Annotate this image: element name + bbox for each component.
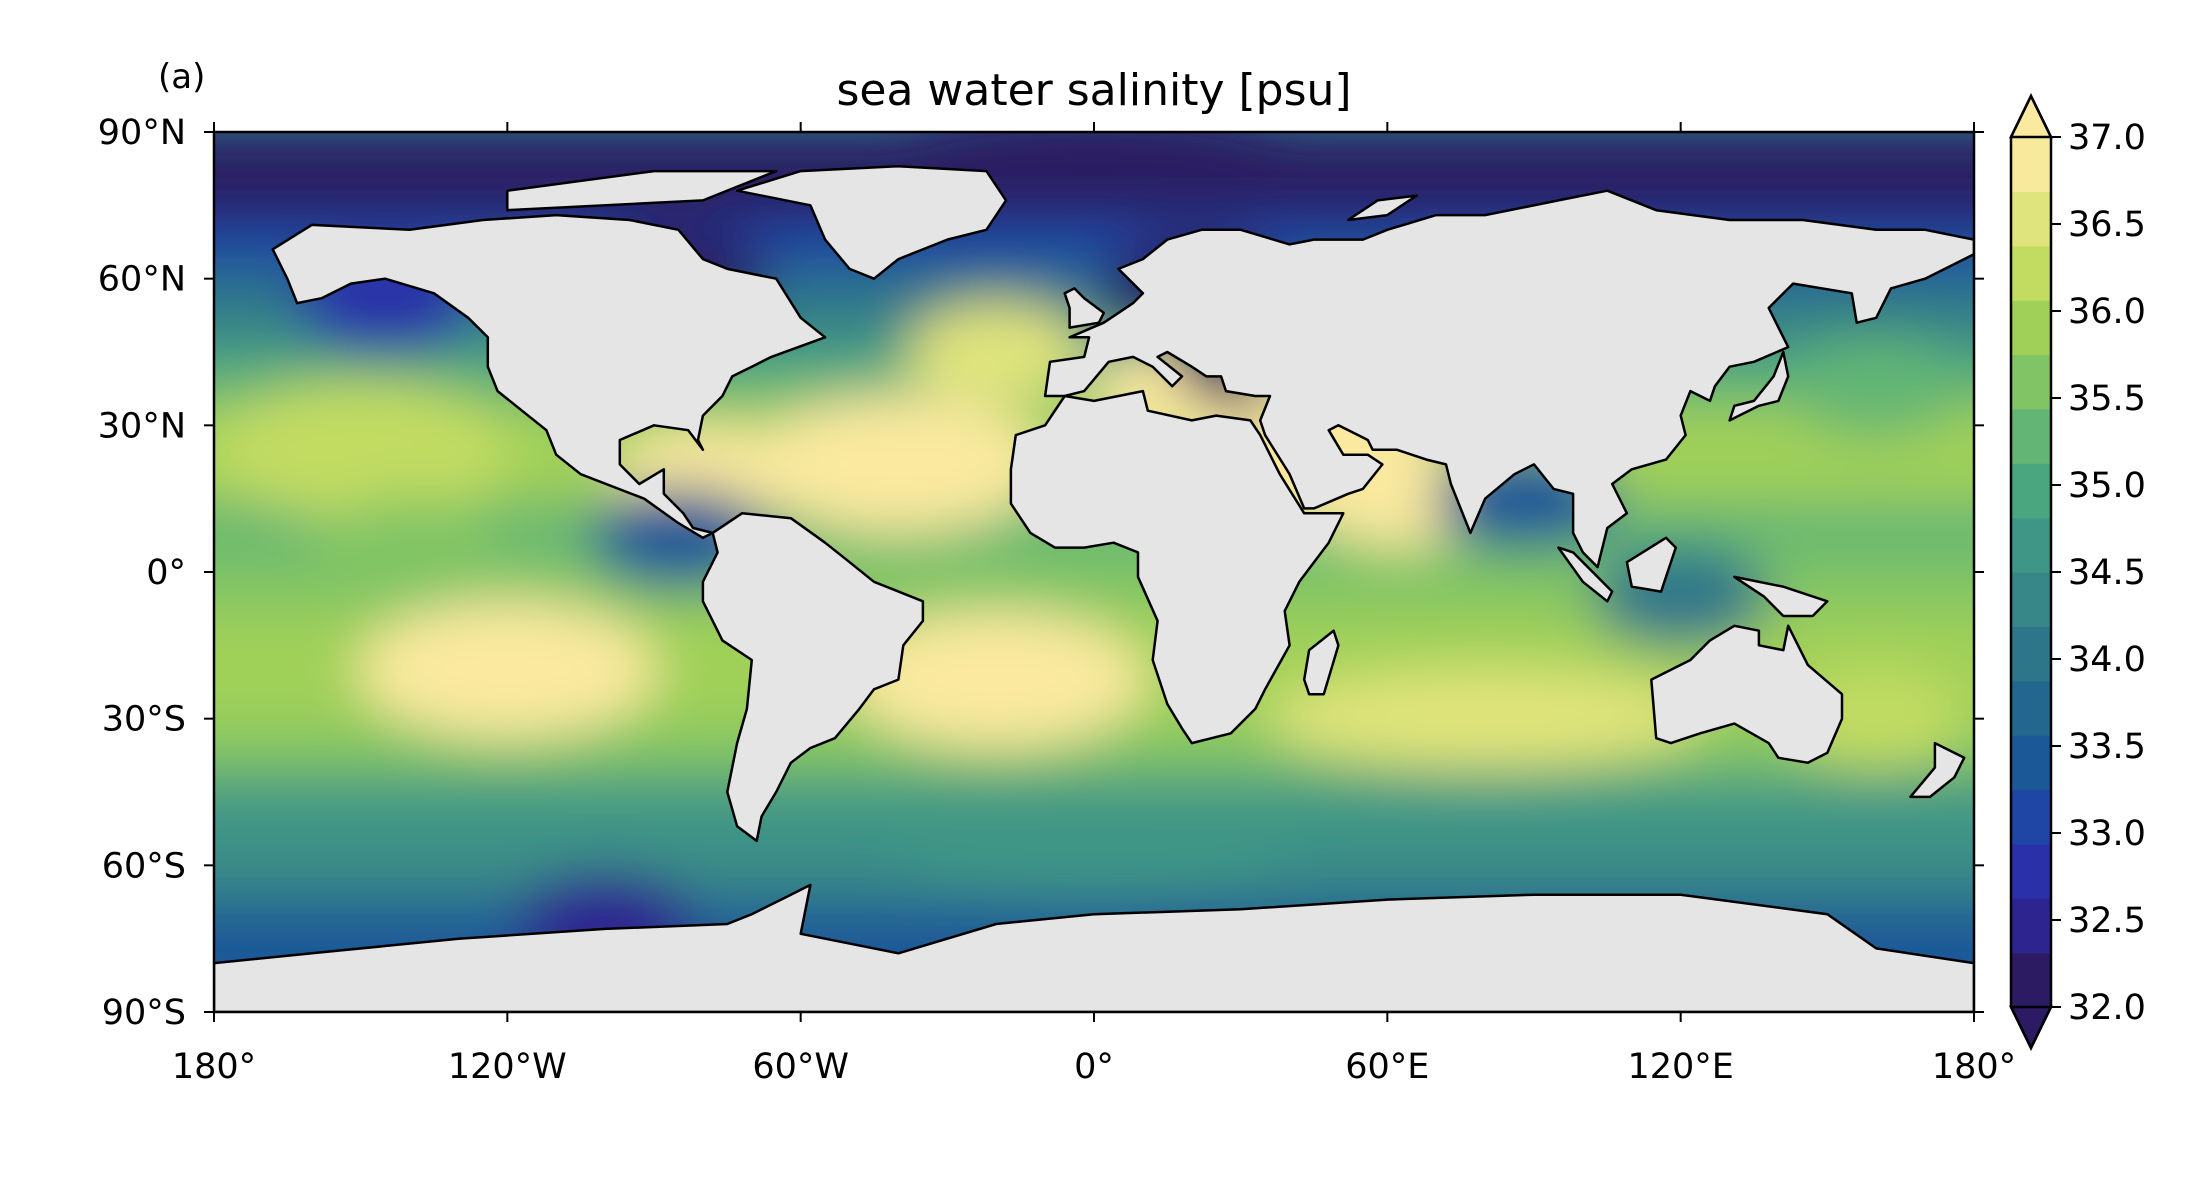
longitude-tick-label: 180° — [1932, 1047, 2016, 1087]
land-mask — [214, 164, 1974, 1012]
land-eurasia — [1043, 189, 1974, 569]
latitude-tick-label: 0° — [146, 553, 186, 593]
longitude-tick-label: 120°W — [448, 1047, 567, 1087]
land-africa — [1009, 389, 1345, 745]
colorbar-segment — [2011, 952, 2051, 1008]
colorbar-under-extension — [2008, 1005, 2054, 1051]
land-new-zealand — [1909, 741, 1966, 799]
colorbar-segment — [2011, 354, 2051, 410]
colorbar-tick-label: 36.0 — [2068, 292, 2146, 332]
colorbar-segment — [2011, 517, 2051, 573]
longitude-tick-label: 180° — [172, 1047, 256, 1087]
latitude-tick-label: 30°N — [98, 406, 186, 446]
land-japan — [1728, 350, 1790, 422]
land-south-america — [701, 512, 925, 843]
longitude-tick-label: 120°E — [1627, 1047, 1733, 1087]
salinity-region — [874, 790, 1314, 891]
colorbar-segments — [2011, 137, 2051, 1008]
colorbar-segment — [2011, 191, 2051, 247]
land-arctic-islands — [506, 169, 778, 212]
colorbar-over-extension — [2008, 93, 2054, 139]
colorbar-segment — [2011, 408, 2051, 464]
map-title: sea water salinity [psu] — [836, 65, 1351, 116]
map-panel: 180° 120°W 60°W 0° 60°E 120°E 180° 90°N 60°N 30°… — [98, 113, 2016, 1087]
colorbar-tick-label: 33.5 — [2068, 727, 2146, 767]
salinity-region — [748, 394, 1049, 535]
land-australia — [1650, 624, 1844, 764]
latitude-tick-label: 90°S — [102, 993, 186, 1033]
longitude-tick-label: 60°W — [752, 1047, 849, 1087]
land-new-guinea — [1733, 575, 1829, 618]
longitude-axis: 180° 120°W 60°W 0° 60°E 120°E 180° — [172, 1047, 2016, 1087]
colorbar-segment — [2011, 843, 2051, 899]
colorbar-segment — [2011, 735, 2051, 791]
salinity-region — [846, 609, 1147, 750]
colorbar-tick-label: 32.5 — [2068, 901, 2146, 941]
latitude-tick-label: 60°N — [98, 260, 186, 300]
colorbar: 32.0 32.5 33.0 33.5 34.0 34.5 35.0 35.5 36.0 36.5… — [2008, 93, 2146, 1051]
salinity-region — [319, 497, 500, 598]
salinity-region — [1786, 336, 1967, 437]
latitude-tick-label: 30°S — [102, 700, 186, 740]
colorbar-tick-label: 32.0 — [2068, 988, 2146, 1028]
salinity-region — [357, 599, 658, 740]
colorbar-segment — [2011, 680, 2051, 736]
land-britain — [1063, 287, 1106, 329]
colorbar-segment — [2011, 572, 2051, 627]
panel-label: (a) — [158, 57, 205, 97]
land-borneo — [1625, 536, 1678, 593]
colorbar-ticks: 32.0 32.5 33.0 33.5 34.0 34.5 35.0 35.5 36.0 36.5… — [2051, 118, 2146, 1028]
salinity-band — [214, 728, 1974, 778]
colorbar-segment — [2011, 626, 2051, 682]
latitude-tick-label: 90°N — [98, 113, 186, 153]
colorbar-segment — [2011, 137, 2051, 192]
colorbar-segment — [2011, 245, 2051, 301]
latitude-axis: 90°N 60°N 30°N 0° 30°S 60°S 90°S — [98, 113, 186, 1033]
colorbar-tick-label: 35.5 — [2068, 379, 2146, 419]
land-antarctica — [214, 883, 1974, 1012]
land-north-america — [271, 213, 827, 540]
latitude-tick-label: 60°S — [102, 846, 186, 886]
longitude-tick-label: 60°E — [1345, 1047, 1429, 1087]
colorbar-segment — [2011, 789, 2051, 845]
colorbar-segment — [2011, 898, 2051, 954]
colorbar-segment — [2011, 300, 2051, 356]
salinity-region — [906, 302, 1087, 402]
colorbar-segment — [2011, 463, 2051, 519]
salinity-region — [1265, 668, 1706, 769]
map-axis-ticks — [204, 122, 1984, 1022]
land-madagascar — [1302, 629, 1340, 696]
colorbar-tick-label: 37.0 — [2068, 118, 2146, 158]
land-sumatra — [1557, 546, 1614, 603]
land-svalbard-novaya — [1346, 194, 1418, 222]
colorbar-tick-label: 34.0 — [2068, 640, 2146, 680]
colorbar-tick-label: 34.5 — [2068, 553, 2146, 593]
colorbar-tick-label: 33.0 — [2068, 814, 2146, 854]
colorbar-tick-label: 35.0 — [2068, 466, 2146, 506]
land-greenland — [735, 164, 1008, 280]
colorbar-tick-label: 36.5 — [2068, 205, 2146, 245]
salinity-region — [214, 379, 511, 520]
longitude-tick-label: 0° — [1074, 1047, 1114, 1087]
